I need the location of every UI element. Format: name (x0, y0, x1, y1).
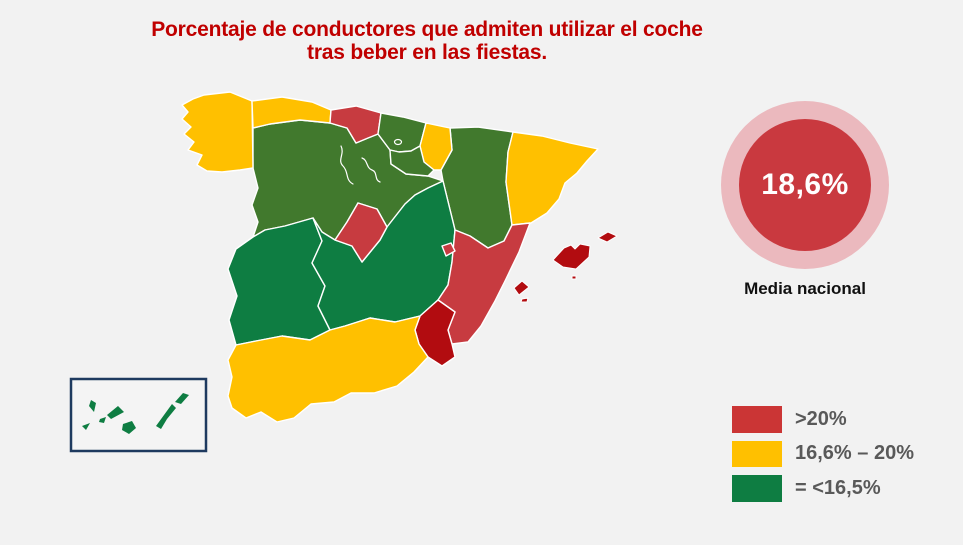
island-ibiza (513, 280, 530, 296)
legend-swatch-red (732, 406, 782, 433)
legend-label-green: = <16,5% (795, 476, 881, 499)
region-andalucia (227, 315, 429, 423)
national-average-circle: 18,6% (739, 119, 871, 251)
island-el-hierro (82, 423, 90, 430)
legend-row-yellow: 16,6% – 20% (732, 440, 914, 467)
region-extremadura (227, 217, 331, 346)
island-formentera (520, 297, 529, 303)
island-fuerteventura (156, 404, 176, 429)
region-galicia (181, 91, 254, 173)
island-mallorca (552, 243, 591, 270)
province-border-squiggle (361, 157, 381, 183)
canary-inset (69, 377, 208, 453)
region-la-rioja (389, 145, 435, 177)
island-cabrera (571, 275, 577, 280)
island-la-palma (89, 400, 96, 412)
legend-row-green: = <16,5% (732, 475, 914, 502)
island-la-gomera (99, 417, 106, 423)
island-lanzarote (175, 393, 189, 404)
chart-title-line1: Porcentaje de conductores que admiten ut… (151, 18, 703, 41)
legend-label-yellow: 16,6% – 20% (795, 442, 914, 465)
region-valencia-ademuz-exclave (441, 242, 456, 257)
chart-title-line2: tras beber en las fiestas. (307, 41, 547, 64)
canary-inset-box (69, 377, 208, 453)
region-cantabria (329, 105, 382, 144)
island-menorca (597, 231, 618, 243)
legend-label-red: >20% (795, 407, 847, 430)
legend: >20% 16,6% – 20% = <16,5% (732, 406, 914, 510)
trevino-enclave-border (393, 138, 403, 146)
national-average-value: 18,6% (761, 168, 849, 201)
region-baleares-group (513, 231, 618, 303)
national-average-label: Media nacional (744, 279, 866, 298)
chart-title: Porcentaje de conductores que admiten ut… (77, 18, 777, 64)
island-gran-canaria (122, 421, 136, 434)
region-cataluna (505, 131, 599, 226)
legend-row-red: >20% (732, 406, 914, 433)
legend-swatch-green (732, 475, 782, 502)
region-madrid (334, 202, 388, 263)
island-tenerife (107, 406, 124, 419)
legend-swatch-yellow (732, 440, 782, 467)
province-border-squiggle (340, 145, 354, 185)
